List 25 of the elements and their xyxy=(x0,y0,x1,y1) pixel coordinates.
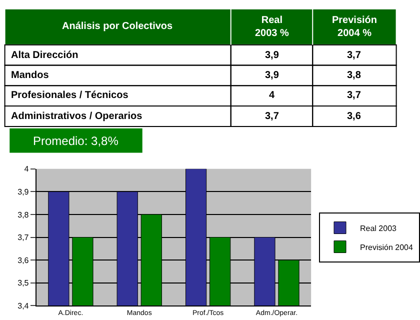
y-tick-label: 3,7 xyxy=(18,233,30,242)
text: Alta Dirección xyxy=(11,50,78,61)
y-tick-label: 4 xyxy=(24,164,30,174)
y-tick-label: 3,8 xyxy=(18,210,30,220)
text: Mandos xyxy=(11,70,50,81)
text: Análisis por Colectivos xyxy=(62,21,174,32)
y-tick-label: 3,9 xyxy=(18,187,30,196)
text: 3,8 xyxy=(347,70,362,81)
text: 3,7 xyxy=(265,111,280,122)
text: Profesionales / Técnicos xyxy=(11,90,129,101)
legend-label: Real 2003 xyxy=(360,224,398,233)
text: Promedio: 3,8% xyxy=(33,134,119,148)
text: 3,9 xyxy=(265,50,280,61)
text: 3,6 xyxy=(347,111,362,122)
text: 3,7 xyxy=(347,90,362,101)
text: Administrativos / Operarios xyxy=(11,111,143,122)
text: 3,9 xyxy=(265,70,280,81)
y-tick-label: 3,6 xyxy=(18,256,30,265)
text: 4 xyxy=(269,90,275,101)
text: Previsión 2004 % xyxy=(332,15,378,39)
text: 3,7 xyxy=(347,50,362,61)
y-tick-label: 3,5 xyxy=(18,278,30,288)
legend-label: Previsión 2004 xyxy=(360,242,414,252)
text: Real 2003 % xyxy=(255,15,290,39)
y-tick-label: 3,4 xyxy=(18,301,30,310)
